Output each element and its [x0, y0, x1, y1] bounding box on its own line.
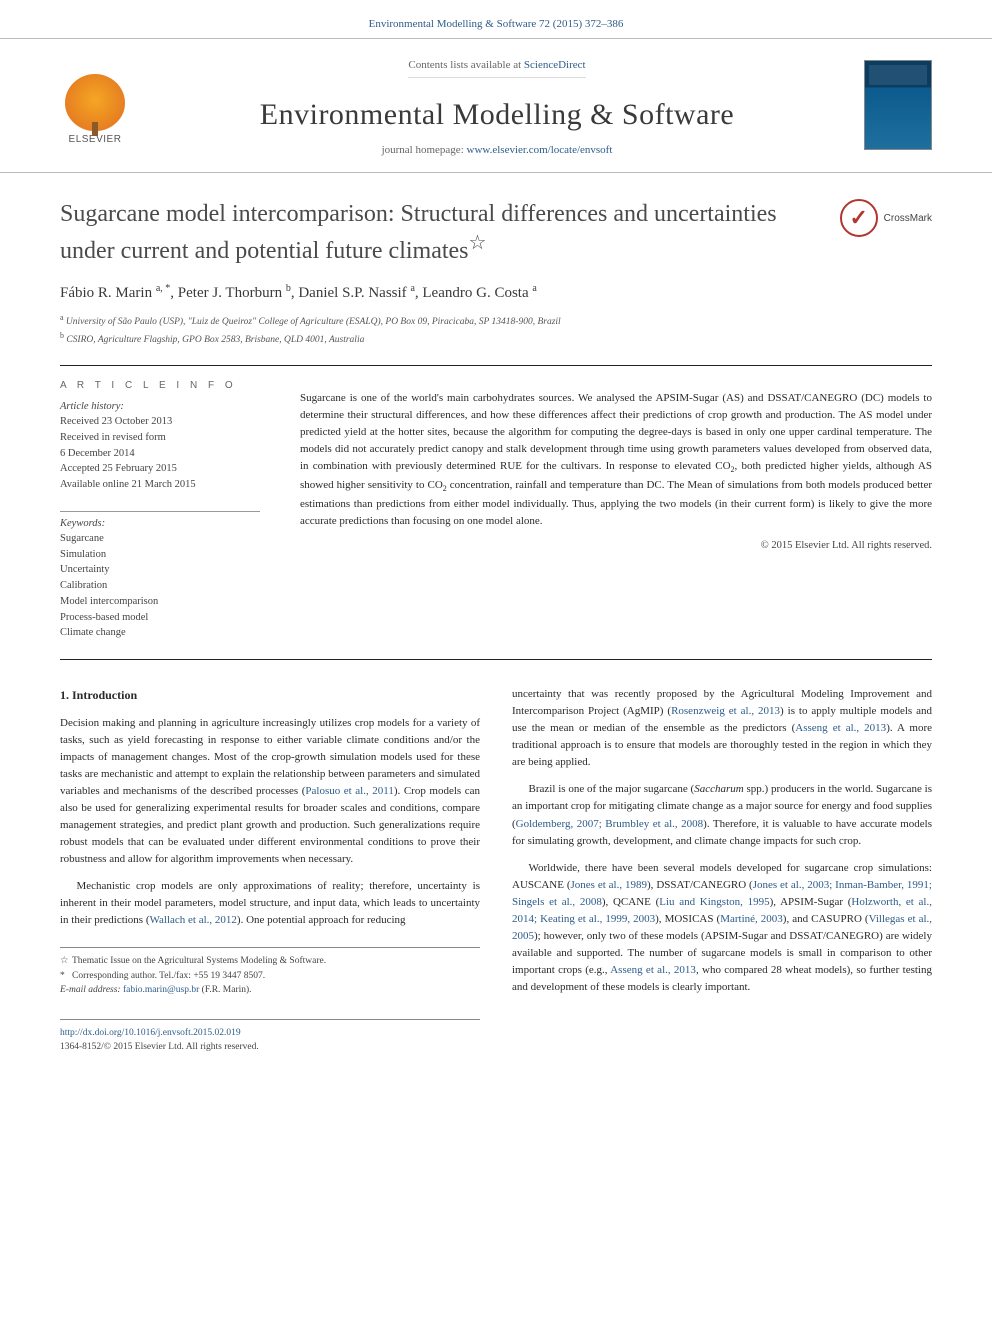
footer-meta: http://dx.doi.org/10.1016/j.envsoft.2015… — [60, 1026, 480, 1055]
affiliation-a: a University of São Paulo (USP), "Luiz d… — [60, 312, 932, 329]
affiliation-b: b CSIRO, Agriculture Flagship, GPO Box 2… — [60, 330, 932, 347]
keyword: Calibration — [60, 578, 260, 594]
crossmark-label: CrossMark — [884, 213, 932, 224]
abstract-copyright: © 2015 Elsevier Ltd. All rights reserved… — [300, 540, 932, 551]
doi-link[interactable]: http://dx.doi.org/10.1016/j.envsoft.2015… — [60, 1028, 241, 1038]
journal-title: Environmental Modelling & Software — [154, 98, 840, 132]
history-revised-date: 6 December 2014 — [60, 446, 260, 462]
homepage-prefix: journal homepage: — [382, 144, 467, 156]
contents-available-line: Contents lists available at ScienceDirec… — [408, 53, 585, 78]
keywords-label: Keywords: — [60, 518, 260, 529]
journal-homepage-line: journal homepage: www.elsevier.com/locat… — [154, 144, 840, 156]
authors-line: Fábio R. Marin a, *, Peter J. Thorburn b… — [60, 283, 932, 302]
title-note-mark: ☆ — [469, 232, 487, 254]
keyword: Process-based model — [60, 610, 260, 626]
history-label: Article history: — [60, 401, 260, 412]
paragraph: Brazil is one of the major sugarcane (Sa… — [512, 781, 932, 849]
history-revised-label: Received in revised form — [60, 430, 260, 446]
journal-cover-thumbnail[interactable] — [864, 60, 932, 150]
affiliations: a University of São Paulo (USP), "Luiz d… — [60, 312, 932, 347]
paragraph: Worldwide, there have been several model… — [512, 860, 932, 996]
footnote-email: E-mail address: fabio.marin@usp.br (F.R.… — [60, 983, 480, 997]
title-text: Sugarcane model intercomparison: Structu… — [60, 201, 777, 264]
masthead: ELSEVIER Contents lists available at Sci… — [0, 38, 992, 173]
body-columns: 1. Introduction Decision making and plan… — [60, 686, 932, 1054]
section-rule — [60, 365, 932, 366]
contents-prefix: Contents lists available at — [408, 59, 523, 71]
history-accepted: Accepted 25 February 2015 — [60, 461, 260, 477]
masthead-center: Contents lists available at ScienceDirec… — [154, 53, 840, 156]
footer-rule — [60, 1019, 480, 1020]
email-link[interactable]: fabio.marin@usp.br — [123, 985, 199, 995]
footnote-thematic: ☆Thematic Issue on the Agricultural Syst… — [60, 954, 480, 968]
history-received: Received 23 October 2013 — [60, 414, 260, 430]
paragraph: Decision making and planning in agricult… — [60, 715, 480, 868]
keyword: Uncertainty — [60, 562, 260, 578]
journal-citation-bar: Environmental Modelling & Software 72 (2… — [0, 0, 992, 38]
keyword: Climate change — [60, 625, 260, 641]
elsevier-tree-icon — [65, 74, 125, 132]
crossmark-icon: ✓ — [840, 199, 878, 237]
footnote-corresponding: *Corresponding author. Tel./fax: +55 19 … — [60, 969, 480, 983]
publisher-logo[interactable]: ELSEVIER — [60, 65, 130, 145]
section-heading: 1. Introduction — [60, 686, 480, 705]
article-info-heading: A R T I C L E I N F O — [60, 380, 260, 391]
journal-citation-link[interactable]: Environmental Modelling & Software 72 (2… — [369, 18, 624, 30]
paragraph: Mechanistic crop models are only approxi… — [60, 878, 480, 929]
keywords-block: Keywords: Sugarcane Simulation Uncertain… — [60, 511, 260, 641]
homepage-link[interactable]: www.elsevier.com/locate/envsoft — [467, 144, 613, 156]
issn-line: 1364-8152/© 2015 Elsevier Ltd. All right… — [60, 1042, 259, 1052]
footnotes: ☆Thematic Issue on the Agricultural Syst… — [60, 947, 480, 997]
keyword: Sugarcane — [60, 531, 260, 547]
article-title: Sugarcane model intercomparison: Structu… — [60, 199, 820, 267]
sciencedirect-link[interactable]: ScienceDirect — [524, 59, 586, 71]
section-rule — [60, 659, 932, 660]
article-body: Sugarcane model intercomparison: Structu… — [0, 173, 992, 1095]
left-column: 1. Introduction Decision making and plan… — [60, 686, 480, 1054]
paragraph: uncertainty that was recently proposed b… — [512, 686, 932, 771]
crossmark-badge[interactable]: ✓ CrossMark — [840, 199, 932, 237]
keyword: Simulation — [60, 547, 260, 563]
abstract-text: Sugarcane is one of the world's main car… — [300, 390, 932, 529]
history-online: Available online 21 March 2015 — [60, 477, 260, 493]
keyword: Model intercomparison — [60, 594, 260, 610]
right-column: uncertainty that was recently proposed b… — [512, 686, 932, 1054]
article-info-column: A R T I C L E I N F O Article history: R… — [60, 380, 260, 641]
abstract-column: Sugarcane is one of the world's main car… — [300, 380, 932, 641]
